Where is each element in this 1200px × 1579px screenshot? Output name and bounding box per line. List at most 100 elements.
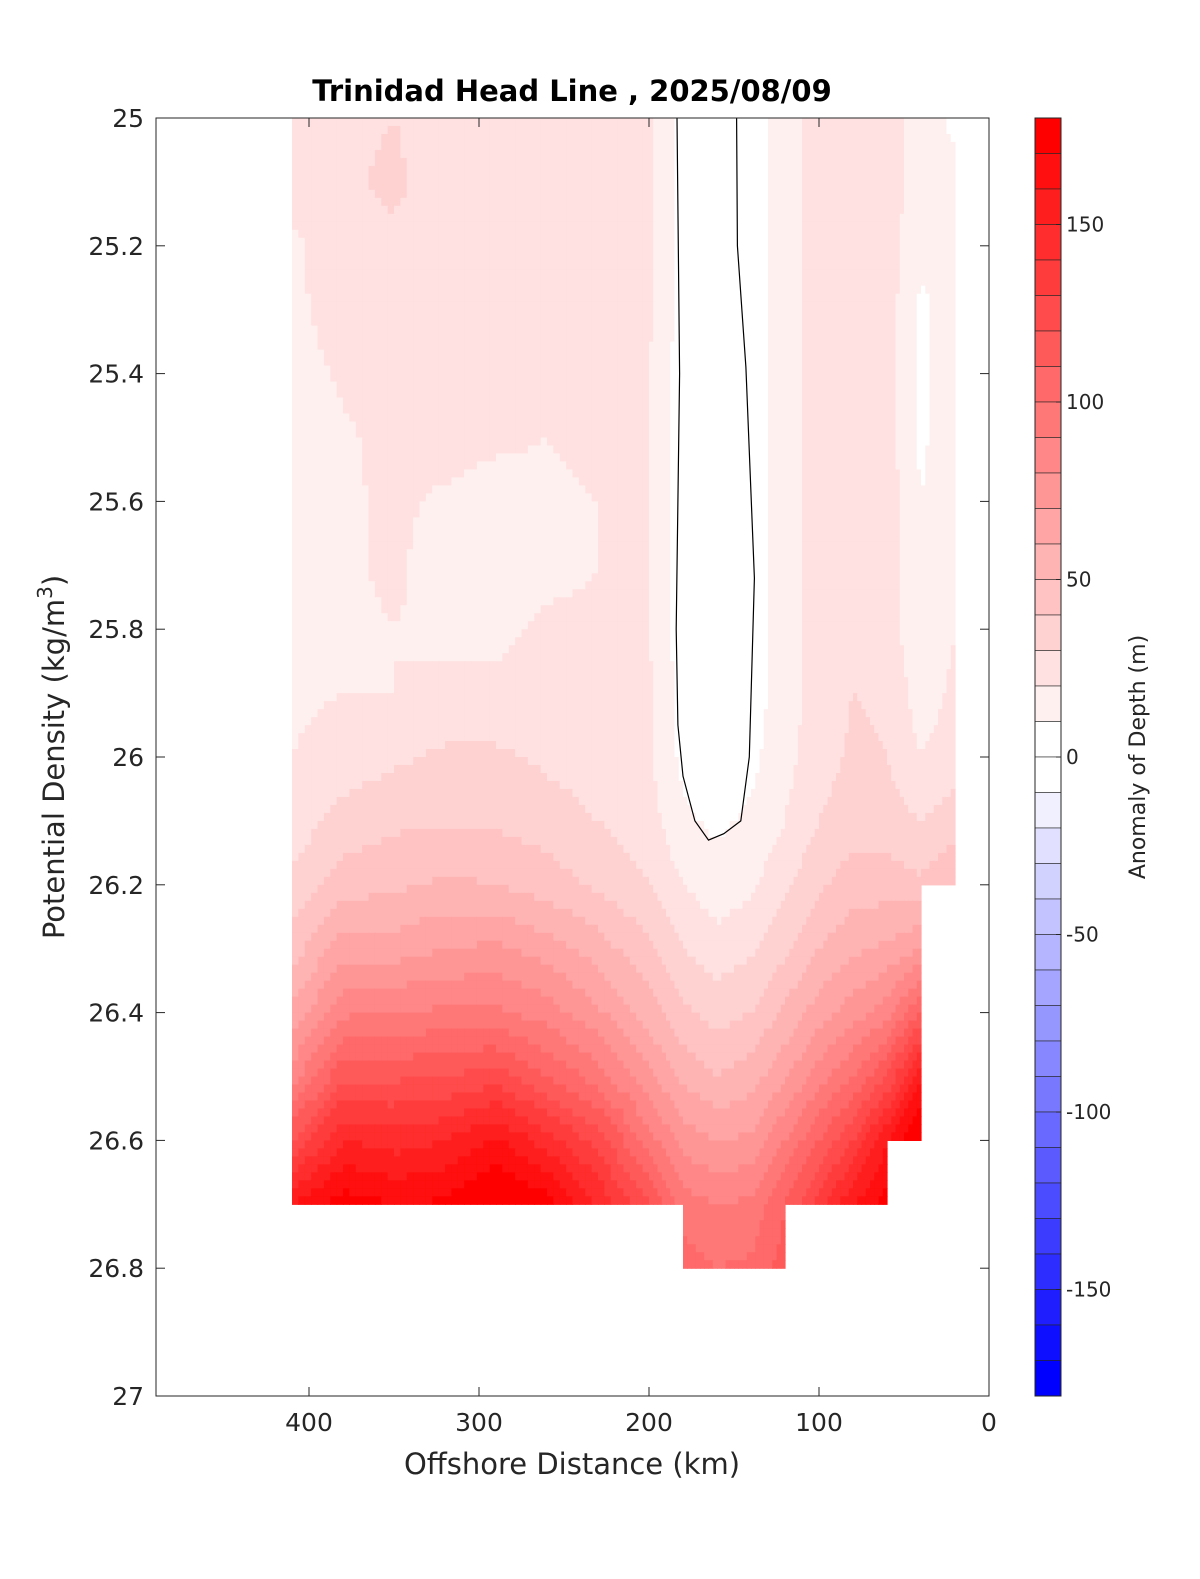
contour-cell: [451, 237, 459, 247]
contour-cell: [746, 165, 752, 175]
contour-cell: [925, 317, 931, 327]
contour-cell: [831, 157, 837, 167]
contour-cell: [853, 229, 858, 239]
contour-cell: [368, 197, 376, 207]
contour-cell: [678, 325, 684, 335]
contour-cell: [298, 277, 306, 287]
contour-cell: [559, 133, 567, 143]
contour-cell: [642, 317, 650, 327]
contour-cell: [653, 213, 659, 223]
contour-cell: [751, 341, 756, 351]
contour-cell: [623, 325, 631, 335]
contour-cell: [355, 421, 363, 431]
contour-cell: [882, 229, 888, 239]
contour-cell: [674, 309, 680, 319]
contour-cell: [540, 205, 548, 215]
contour-cell: [623, 301, 631, 311]
contour-cell: [508, 269, 516, 279]
contour-cell: [304, 301, 312, 311]
contour-cell: [502, 397, 510, 407]
contour-cell: [789, 285, 795, 295]
contour-cell: [629, 213, 637, 223]
contour-cell: [780, 229, 786, 239]
contour-cell: [368, 405, 376, 415]
contour-cell: [759, 317, 765, 327]
contour-cell: [349, 125, 357, 135]
contour-cell: [751, 213, 756, 223]
contour-cell: [400, 285, 408, 295]
contour-cell: [323, 405, 331, 415]
contour-cell: [738, 157, 744, 167]
contour-cell: [304, 349, 312, 359]
contour-cell: [895, 317, 901, 327]
contour-cell: [938, 245, 943, 255]
contour-cell: [819, 133, 824, 143]
contour-cell: [374, 341, 382, 351]
contour-cell: [670, 173, 676, 183]
contour-cell: [819, 205, 824, 215]
contour-cell: [464, 149, 472, 159]
contour-cell: [400, 197, 408, 207]
contour-cell: [374, 157, 382, 167]
contour-cell: [642, 229, 650, 239]
contour-cell: [464, 373, 472, 383]
contour-cell: [642, 285, 650, 295]
contour-cell: [464, 277, 472, 287]
contour-cell: [400, 125, 408, 135]
contour-cell: [343, 125, 350, 135]
contour-cell: [904, 229, 909, 239]
contour-cell: [921, 349, 926, 359]
contour-cell: [878, 149, 884, 159]
contour-cell: [585, 349, 593, 359]
contour-cell: [929, 317, 935, 327]
contour-cell: [746, 421, 752, 431]
contour-cell: [470, 413, 478, 423]
contour-cell: [653, 365, 659, 375]
contour-cell: [717, 213, 722, 223]
contour-cell: [636, 205, 644, 215]
contour-cell: [882, 173, 888, 183]
contour-cell: [861, 325, 867, 335]
contour-cell: [844, 357, 850, 367]
contour-cell: [413, 357, 421, 367]
contour-cell: [870, 261, 875, 271]
contour-cell: [362, 405, 370, 415]
contour-cell: [776, 349, 782, 359]
contour-cell: [670, 341, 676, 351]
contour-cell: [508, 277, 516, 287]
contour-cell: [598, 421, 605, 431]
contour-cell: [610, 165, 618, 175]
contour-cell: [844, 285, 850, 295]
contour-cell: [831, 141, 837, 151]
contour-cell: [793, 373, 799, 383]
contour-cell: [734, 365, 739, 375]
contour-cell: [916, 349, 922, 359]
contour-cell: [438, 118, 446, 127]
contour-cell: [657, 421, 663, 431]
contour-cell: [768, 405, 773, 415]
contour-cell: [387, 141, 395, 151]
contour-cell: [572, 325, 580, 335]
contour-cell: [933, 205, 939, 215]
contour-cell: [882, 405, 888, 415]
contour-cell: [323, 253, 331, 263]
contour-cell: [317, 245, 325, 255]
contour-cell: [311, 397, 319, 407]
contour-cell: [336, 333, 344, 343]
contour-cell: [925, 365, 931, 375]
contour-cell: [721, 189, 727, 199]
contour-cell: [432, 245, 440, 255]
contour-cell: [776, 413, 782, 423]
contour-cell: [908, 285, 914, 295]
contour-cell: [882, 118, 888, 127]
contour-cell: [653, 341, 659, 351]
contour-cell: [623, 149, 631, 159]
contour-cell: [387, 277, 395, 287]
contour-cell: [895, 237, 901, 247]
contour-cell: [527, 341, 535, 351]
contour-cell: [802, 237, 807, 247]
contour-cell: [483, 189, 491, 199]
contour-cell: [819, 413, 824, 423]
contour-cell: [853, 261, 858, 271]
contour-cell: [700, 181, 705, 191]
